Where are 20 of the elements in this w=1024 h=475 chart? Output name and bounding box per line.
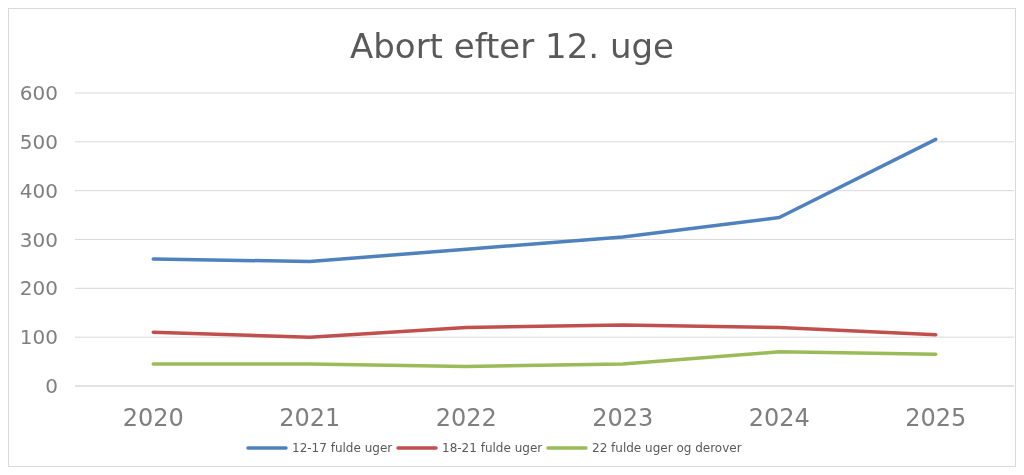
legend-label: 12-17 fulde uger [292,441,393,456]
chart-title: Abort efter 12. uge [349,26,675,66]
y-tick-label: 200 [19,276,58,301]
x-tick-label: 2023 [592,404,654,432]
x-tick-label: 2022 [435,404,497,432]
line-series [151,323,938,339]
y-tick-label: 300 [19,227,58,252]
x-tick-label: 2020 [122,404,184,432]
line-series [151,350,938,369]
y-tick-label: 500 [19,129,58,154]
line-series [151,137,938,264]
legend-label: 22 fulde uger og derover [592,441,742,456]
x-tick-label: 2021 [279,404,341,432]
y-tick-label: 100 [19,325,58,350]
y-tick-label: 0 [45,374,58,398]
x-tick-label: 2025 [905,404,967,432]
y-tick-label: 600 [19,81,58,105]
x-tick-label: 2024 [748,404,810,432]
legend-label: 18-21 fulde uger [442,441,543,456]
y-tick-label: 400 [19,178,58,203]
